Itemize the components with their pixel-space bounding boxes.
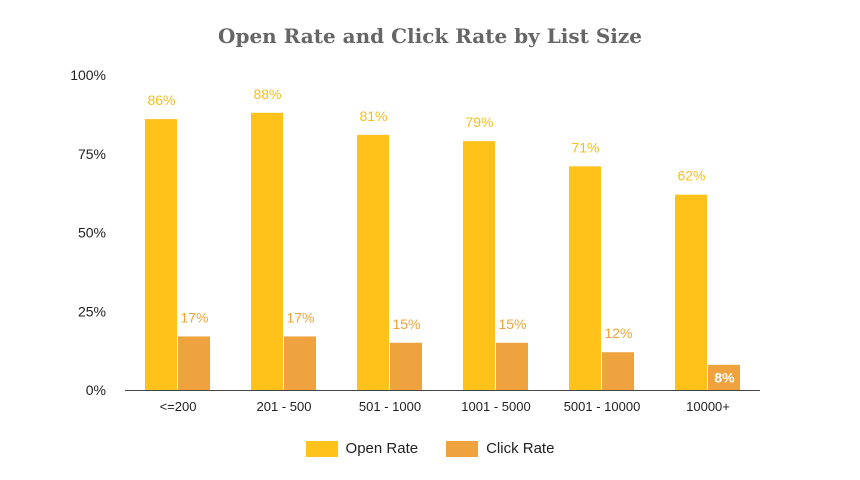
- x-category-label: 1001 - 5000: [461, 399, 530, 414]
- bar-open-rate: [357, 134, 389, 390]
- bar-open-rate: [463, 141, 495, 390]
- x-category-label: 10000+: [686, 399, 730, 414]
- data-label: 81%: [359, 108, 387, 124]
- data-label: 15%: [498, 316, 526, 332]
- y-tick-label: 75%: [78, 146, 106, 162]
- bar-click-rate: [602, 352, 634, 390]
- bar-open-rate: [145, 119, 177, 390]
- data-label: 79%: [465, 114, 493, 130]
- data-label: 8%: [714, 369, 735, 385]
- data-label: 17%: [286, 309, 314, 325]
- legend-item-click-rate: Click Rate: [446, 440, 554, 457]
- data-label: 17%: [180, 309, 208, 325]
- legend-swatch-click-rate: [446, 440, 479, 457]
- legend-label-open-rate: Open Rate: [345, 440, 419, 457]
- y-tick-label: 100%: [70, 67, 106, 83]
- bar-click-rate: [284, 336, 316, 390]
- bar-open-rate: [675, 194, 707, 390]
- data-label: 88%: [253, 86, 281, 102]
- y-tick-label: 50%: [78, 225, 106, 241]
- bar-click-rate: [390, 342, 422, 390]
- x-category-label: 501 - 1000: [359, 399, 421, 414]
- chart-legend: Open Rate Click Rate: [0, 440, 860, 457]
- data-label: 62%: [677, 168, 705, 184]
- bar-click-rate: [178, 336, 210, 390]
- y-tick-label: 25%: [78, 303, 106, 319]
- data-label: 86%: [147, 92, 175, 108]
- legend-label-click-rate: Click Rate: [486, 440, 555, 457]
- bar-click-rate: [496, 342, 528, 390]
- legend-swatch-open-rate: [305, 440, 338, 457]
- data-label: 12%: [604, 325, 632, 341]
- bar-open-rate: [569, 166, 601, 390]
- data-label: 71%: [571, 139, 599, 155]
- bar-click-rate: [708, 364, 740, 390]
- bar-open-rate: [251, 112, 283, 391]
- x-category-label: 5001 - 10000: [564, 399, 641, 414]
- chart-title: Open Rate and Click Rate by List Size: [218, 24, 642, 48]
- y-tick-label: 0%: [86, 382, 106, 398]
- x-category-label: 201 - 500: [257, 399, 312, 414]
- bar-chart: 0% 25% 50% 75% 100% 86% 17% <=200 88% 17% 201 - 50…: [70, 67, 760, 414]
- data-label: 15%: [392, 316, 420, 332]
- legend-item-open-rate: Open Rate: [305, 440, 419, 457]
- x-category-label: <=200: [160, 399, 197, 414]
